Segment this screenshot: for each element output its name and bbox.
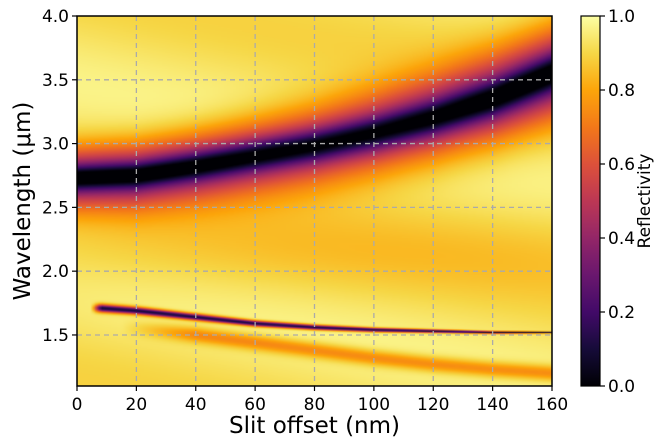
colorbar-tick-label: 0.6 [608, 155, 635, 175]
y-tick-label: 3.5 [42, 71, 69, 91]
colorbar-tick-label: 0.0 [608, 377, 635, 397]
x-axis-label: Slit offset (nm) [229, 413, 400, 439]
x-tick-label: 20 [126, 395, 148, 415]
y-axis-ticks: 1.5 2.0 2.5 3.0 3.5 4.0 [42, 7, 77, 346]
y-tick-label: 3.0 [42, 135, 69, 155]
colorbar-tick-label: 1.0 [608, 7, 635, 27]
x-tick-label: 100 [358, 395, 390, 415]
colorbar [580, 15, 601, 387]
y-tick-label: 1.5 [42, 326, 69, 346]
x-tick-label: 160 [536, 395, 568, 415]
y-tick-label: 4.0 [42, 7, 69, 27]
x-axis-ticks: 0 20 40 60 80 100 120 140 160 [72, 386, 568, 415]
colorbar-tick-label: 0.8 [608, 81, 635, 101]
x-tick-label: 120 [417, 395, 449, 415]
x-tick-label: 80 [304, 395, 326, 415]
x-tick-label: 140 [476, 395, 508, 415]
colorbar-ticks: 0.0 0.2 0.4 0.6 0.8 1.0 [600, 7, 635, 397]
y-tick-label: 2.0 [42, 262, 69, 282]
colorbar-tick-label: 0.2 [608, 303, 635, 323]
x-tick-label: 0 [72, 395, 83, 415]
colorbar-label: Reflectivity [635, 154, 655, 249]
x-tick-label: 40 [185, 395, 207, 415]
y-tick-label: 2.5 [42, 198, 69, 218]
y-axis-label: Wavelength (μm) [10, 102, 36, 301]
colorbar-tick-label: 0.4 [608, 229, 635, 249]
x-tick-label: 60 [244, 395, 266, 415]
grid-lines [77, 16, 552, 386]
